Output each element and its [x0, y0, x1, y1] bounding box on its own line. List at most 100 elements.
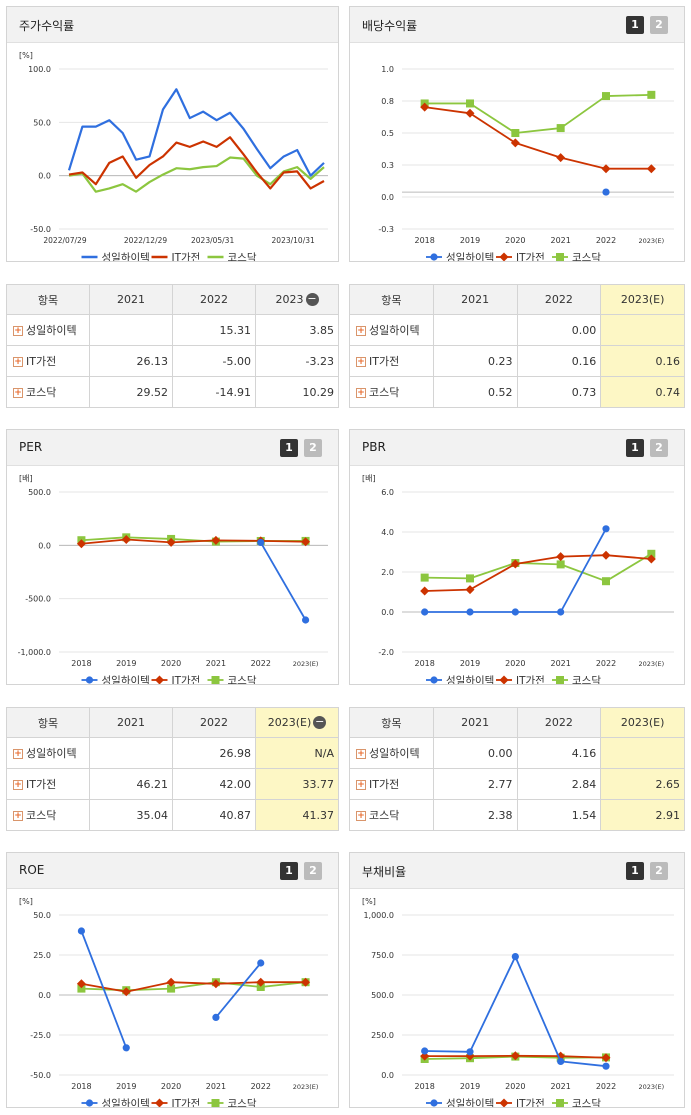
- legend-item[interactable]: 코스닥: [552, 252, 601, 261]
- table-header-row: 항목 2021 2022 2023(E): [349, 284, 685, 315]
- table-cell: [432, 314, 518, 346]
- data-point: [646, 554, 656, 564]
- legend-item[interactable]: 코스닥: [552, 1098, 601, 1107]
- legend-item[interactable]: IT가전: [151, 252, 201, 261]
- column-header-label: 2021: [117, 293, 145, 306]
- legend-item[interactable]: IT가전: [496, 675, 545, 684]
- column-header: 2021: [432, 707, 518, 738]
- collapse-minus-icon[interactable]: −: [305, 292, 319, 307]
- row-label[interactable]: + 코스닥: [349, 376, 434, 408]
- legend-item[interactable]: 성일하이텍: [81, 674, 150, 684]
- legend-label: 성일하이텍: [102, 251, 150, 261]
- collapse-minus-icon[interactable]: −: [313, 715, 327, 730]
- legend-label: IT가전: [172, 1098, 201, 1107]
- row-label[interactable]: + IT가전: [6, 768, 90, 800]
- expand-plus-icon[interactable]: +: [13, 749, 23, 759]
- expand-plus-icon[interactable]: +: [356, 811, 366, 821]
- legend-item[interactable]: 성일하이텍: [426, 674, 494, 684]
- data-point: [466, 574, 474, 583]
- data-point: [77, 984, 86, 993]
- expand-plus-icon[interactable]: +: [13, 326, 23, 336]
- data-point: [421, 608, 429, 616]
- data-point: [211, 535, 221, 545]
- view-1-button[interactable]: 1: [280, 862, 298, 880]
- expand-plus-icon[interactable]: +: [356, 780, 366, 790]
- data-point: [601, 1053, 611, 1063]
- row-label[interactable]: + IT가전: [349, 345, 434, 377]
- view-2-button[interactable]: 2: [650, 862, 668, 880]
- legend-marker: [499, 1098, 509, 1107]
- y-tick-label: 2.0: [381, 568, 394, 577]
- view-2-button[interactable]: 2: [650, 439, 668, 457]
- legend-item[interactable]: 성일하이텍: [81, 1097, 150, 1107]
- legend-item[interactable]: IT가전: [496, 1098, 545, 1107]
- view-2-button[interactable]: 2: [304, 862, 322, 880]
- view-1-button[interactable]: 1: [626, 862, 644, 880]
- expand-plus-icon[interactable]: +: [13, 780, 23, 790]
- row-label[interactable]: + 성일하이텍: [349, 314, 434, 346]
- legend-item[interactable]: 코스닥: [207, 675, 257, 684]
- row-label[interactable]: + 코스닥: [6, 376, 90, 408]
- data-point: [77, 927, 86, 935]
- x-tick-label: 2018: [414, 659, 434, 668]
- table-row: + 성일하이텍 0.00 4.16: [349, 737, 685, 769]
- view-1-button[interactable]: 1: [626, 16, 644, 34]
- legend-label: 코스닥: [228, 252, 257, 261]
- x-tick-label: 2022: [596, 236, 616, 245]
- expand-plus-icon[interactable]: +: [13, 811, 23, 821]
- legend-item[interactable]: 코스닥: [552, 675, 601, 684]
- row-label[interactable]: + 성일하이텍: [6, 737, 90, 769]
- data-point: [602, 525, 610, 533]
- pbr-table: 항목 2021 2022 2023(E) + 성일하이텍 0.00 4.16 + IT가전 2.77…: [349, 707, 685, 831]
- legend-item[interactable]: 코스닥: [207, 1098, 257, 1107]
- row-label[interactable]: + 성일하이텍: [6, 314, 90, 346]
- x-tick-label: 2022: [596, 1082, 616, 1091]
- table-row: + IT가전 46.21 42.00 33.77: [6, 768, 339, 800]
- expand-plus-icon[interactable]: +: [356, 749, 366, 759]
- legend-item[interactable]: IT가전: [151, 675, 201, 684]
- view-1-button[interactable]: 1: [626, 439, 644, 457]
- row-name: 코스닥: [369, 386, 400, 399]
- legend-item[interactable]: 코스닥: [207, 252, 257, 261]
- table-cell: 26.13: [89, 345, 173, 377]
- data-point: [420, 102, 430, 112]
- legend-item[interactable]: 성일하이텍: [426, 251, 494, 261]
- legend-item[interactable]: 성일하이텍: [81, 251, 150, 261]
- stock-return-table: 항목 2021 2022 2023− + 성일하이텍 15.31 3.85 + IT가전 26.13…: [6, 284, 339, 408]
- expand-plus-icon[interactable]: +: [356, 357, 366, 367]
- data-point: [256, 983, 265, 991]
- column-header: 2021: [89, 284, 173, 315]
- series-line: [81, 538, 306, 545]
- row-label[interactable]: + 성일하이텍: [349, 737, 434, 769]
- legend-item[interactable]: IT가전: [496, 252, 545, 261]
- table-cell: 10.29: [255, 376, 339, 408]
- x-tick-label: 2018: [414, 236, 434, 245]
- row-label[interactable]: + IT가전: [6, 345, 90, 377]
- expand-plus-icon[interactable]: +: [356, 326, 366, 336]
- y-tick-label: 0.0: [381, 1071, 394, 1080]
- data-point: [602, 188, 610, 196]
- legend-item[interactable]: IT가전: [151, 1098, 201, 1107]
- x-tick-label: 2022/07/29: [43, 236, 86, 245]
- view-1-button[interactable]: 1: [280, 439, 298, 457]
- table-cell: 2.91: [600, 799, 685, 831]
- column-header: 2022: [172, 707, 256, 738]
- column-header: 2023(E): [600, 284, 685, 315]
- pbr-chart: [배] 6.0 4.0 2.0 0.0 -2.0 2018 2019 2020 2021 2022 2…: [362, 474, 674, 684]
- expand-plus-icon[interactable]: +: [356, 388, 366, 398]
- view-2-button[interactable]: 2: [304, 439, 322, 457]
- row-label[interactable]: + 코스닥: [349, 799, 434, 831]
- legend-item[interactable]: 성일하이텍: [426, 1097, 494, 1107]
- row-label[interactable]: + IT가전: [349, 768, 434, 800]
- view-2-button[interactable]: 2: [650, 16, 668, 34]
- expand-plus-icon[interactable]: +: [13, 388, 23, 398]
- expand-plus-icon[interactable]: +: [13, 357, 23, 367]
- row-name: 성일하이텍: [26, 747, 77, 760]
- x-tick-label: 2019: [460, 236, 480, 245]
- data-point: [420, 1051, 430, 1061]
- x-tick-label: 2018: [71, 1082, 91, 1091]
- row-label[interactable]: + 코스닥: [6, 799, 90, 831]
